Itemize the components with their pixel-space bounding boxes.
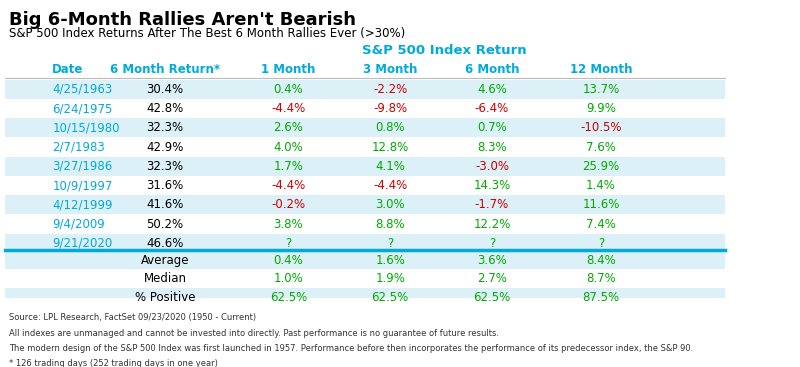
Text: 25.9%: 25.9% xyxy=(582,160,620,173)
Text: 1.9%: 1.9% xyxy=(375,272,405,286)
Text: 41.6%: 41.6% xyxy=(146,198,184,211)
Text: -4.4%: -4.4% xyxy=(373,179,407,192)
Text: 50.2%: 50.2% xyxy=(146,218,183,230)
Text: 32.3%: 32.3% xyxy=(146,160,183,173)
Text: 9.9%: 9.9% xyxy=(586,102,616,115)
Text: 13.7%: 13.7% xyxy=(582,83,620,96)
Text: -1.7%: -1.7% xyxy=(475,198,509,211)
Text: The modern design of the S&P 500 Index was first launched in 1957. Performance b: The modern design of the S&P 500 Index w… xyxy=(9,344,693,353)
Text: Date: Date xyxy=(52,63,84,76)
Text: ?: ? xyxy=(598,237,604,250)
Text: 62.5%: 62.5% xyxy=(474,291,510,304)
Text: 6 Month: 6 Month xyxy=(465,63,519,76)
Text: -9.8%: -9.8% xyxy=(373,102,407,115)
Text: 7.4%: 7.4% xyxy=(586,218,616,230)
Text: 10/9/1997: 10/9/1997 xyxy=(52,179,113,192)
Text: 0.7%: 0.7% xyxy=(477,121,507,134)
FancyBboxPatch shape xyxy=(5,269,725,288)
Text: 1.0%: 1.0% xyxy=(274,272,303,286)
Text: ?: ? xyxy=(387,237,394,250)
FancyBboxPatch shape xyxy=(5,80,725,99)
Text: -3.0%: -3.0% xyxy=(475,160,509,173)
Text: 8.4%: 8.4% xyxy=(586,254,616,267)
Text: 2.6%: 2.6% xyxy=(274,121,303,134)
Text: 30.4%: 30.4% xyxy=(146,83,183,96)
Text: All indexes are unmanaged and cannot be invested into directly. Past performance: All indexes are unmanaged and cannot be … xyxy=(9,328,498,338)
Text: 3/27/1986: 3/27/1986 xyxy=(52,160,113,173)
Text: 4.0%: 4.0% xyxy=(274,141,303,153)
Text: 31.6%: 31.6% xyxy=(146,179,183,192)
Text: 87.5%: 87.5% xyxy=(582,291,619,304)
Text: Source: LPL Research, FactSet 09/23/2020 (1950 - Current): Source: LPL Research, FactSet 09/23/2020… xyxy=(9,313,256,322)
FancyBboxPatch shape xyxy=(5,251,725,269)
Text: 42.8%: 42.8% xyxy=(146,102,183,115)
Text: 42.9%: 42.9% xyxy=(146,141,184,153)
FancyBboxPatch shape xyxy=(5,99,725,118)
Text: 9/21/2020: 9/21/2020 xyxy=(52,237,113,250)
Text: 1.7%: 1.7% xyxy=(274,160,303,173)
Text: S&P 500 Index Return: S&P 500 Index Return xyxy=(362,44,527,57)
Text: 7.6%: 7.6% xyxy=(586,141,616,153)
Text: 6 Month Return*: 6 Month Return* xyxy=(110,63,220,76)
Text: 4.6%: 4.6% xyxy=(477,83,507,96)
FancyBboxPatch shape xyxy=(5,215,725,233)
Text: 3 Month: 3 Month xyxy=(363,63,418,76)
Text: 11.6%: 11.6% xyxy=(582,198,620,211)
Text: 8.3%: 8.3% xyxy=(477,141,506,153)
Text: 1 Month: 1 Month xyxy=(262,63,316,76)
Text: ?: ? xyxy=(286,237,291,250)
Text: -4.4%: -4.4% xyxy=(271,179,306,192)
Text: 2.7%: 2.7% xyxy=(477,272,507,286)
Text: 3.0%: 3.0% xyxy=(375,198,405,211)
Text: 0.8%: 0.8% xyxy=(375,121,405,134)
Text: 2/7/1983: 2/7/1983 xyxy=(52,141,105,153)
Text: 6/24/1975: 6/24/1975 xyxy=(52,102,113,115)
Text: 62.5%: 62.5% xyxy=(270,291,307,304)
Text: -6.4%: -6.4% xyxy=(475,102,509,115)
Text: 12.2%: 12.2% xyxy=(474,218,510,230)
FancyBboxPatch shape xyxy=(5,119,725,137)
Text: 62.5%: 62.5% xyxy=(371,291,409,304)
Text: -10.5%: -10.5% xyxy=(580,121,622,134)
Text: 8.8%: 8.8% xyxy=(375,218,405,230)
Text: S&P 500 Index Returns After The Best 6 Month Rallies Ever (>30%): S&P 500 Index Returns After The Best 6 M… xyxy=(9,28,405,40)
Text: 8.7%: 8.7% xyxy=(586,272,616,286)
Text: 4/25/1963: 4/25/1963 xyxy=(52,83,113,96)
FancyBboxPatch shape xyxy=(5,157,725,176)
Text: Median: Median xyxy=(143,272,186,286)
Text: 46.6%: 46.6% xyxy=(146,237,184,250)
FancyBboxPatch shape xyxy=(5,176,725,195)
Text: ?: ? xyxy=(489,237,495,250)
Text: % Positive: % Positive xyxy=(134,291,195,304)
FancyBboxPatch shape xyxy=(5,234,725,253)
Text: -4.4%: -4.4% xyxy=(271,102,306,115)
Text: 1.4%: 1.4% xyxy=(586,179,616,192)
Text: 3.6%: 3.6% xyxy=(477,254,507,267)
Text: 3.8%: 3.8% xyxy=(274,218,303,230)
Text: 0.4%: 0.4% xyxy=(274,254,303,267)
FancyBboxPatch shape xyxy=(5,138,725,157)
FancyBboxPatch shape xyxy=(5,288,725,306)
Text: 4.1%: 4.1% xyxy=(375,160,405,173)
Text: 12 Month: 12 Month xyxy=(570,63,632,76)
Text: * 126 trading days (252 trading days in one year): * 126 trading days (252 trading days in … xyxy=(9,359,218,367)
Text: 4/12/1999: 4/12/1999 xyxy=(52,198,113,211)
Text: Big 6-Month Rallies Aren't Bearish: Big 6-Month Rallies Aren't Bearish xyxy=(9,11,356,29)
Text: 0.4%: 0.4% xyxy=(274,83,303,96)
Text: -0.2%: -0.2% xyxy=(271,198,306,211)
Text: 14.3%: 14.3% xyxy=(474,179,510,192)
FancyBboxPatch shape xyxy=(5,195,725,214)
Text: Average: Average xyxy=(141,254,189,267)
Text: 10/15/1980: 10/15/1980 xyxy=(52,121,120,134)
Text: 32.3%: 32.3% xyxy=(146,121,183,134)
Text: 12.8%: 12.8% xyxy=(371,141,409,153)
Text: 9/4/2009: 9/4/2009 xyxy=(52,218,105,230)
Text: 1.6%: 1.6% xyxy=(375,254,405,267)
Text: -2.2%: -2.2% xyxy=(373,83,407,96)
